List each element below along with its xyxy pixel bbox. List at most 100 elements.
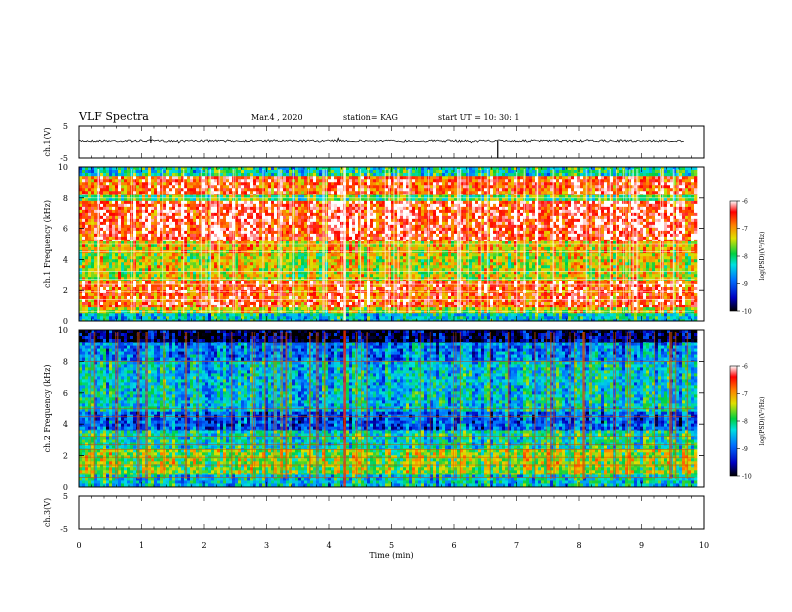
ch1-spectrogram-cell (685, 224, 689, 229)
ch1-spectrogram-cell (412, 173, 416, 177)
ch1-spectrogram-cell (424, 173, 428, 177)
ch1-spectrogram-cell (256, 194, 260, 196)
ch1-spectrogram-cell (607, 170, 611, 174)
ch1-spectrogram-cell (91, 170, 95, 174)
ch1-spectrogram-cell (229, 218, 233, 223)
ch1-spectrogram-cell (442, 212, 446, 217)
ch1-spectrogram-cell (541, 200, 545, 205)
ch1-spectrogram-cell (271, 194, 275, 199)
ch1-spectrogram-cell (355, 194, 359, 196)
ch1-spectrogram-cell (391, 191, 395, 195)
ch1-spectrogram-cell (187, 197, 191, 202)
ch1-spectrogram-cell (577, 194, 581, 196)
ch1-spectrogram-cell (145, 179, 149, 183)
ch1-spectrogram-cell (475, 197, 479, 202)
ch1-spectrogram-cell (400, 194, 404, 196)
ch1-spectrogram-cell (676, 176, 680, 180)
ch1-spectrogram-cell (652, 176, 656, 180)
ch1-spectrogram-cell (196, 185, 200, 189)
ch1-spectrogram-cell (265, 203, 269, 208)
ch1-spectrogram-cell (526, 179, 530, 183)
ch1-spectrogram-cell (247, 194, 251, 196)
ch1-spectrogram-cell (667, 212, 671, 217)
ch1-spectrogram-cell (487, 188, 491, 192)
ch1-spectrogram-cell (553, 167, 557, 171)
ch1-spectrogram-cell (460, 212, 464, 217)
ch1-spectrogram-cell (535, 167, 539, 171)
ch1-spectrogram-cell (403, 194, 407, 199)
ch1-spectrogram-cell (514, 185, 518, 189)
ch1-spectrogram-cell (139, 215, 143, 220)
ch1-spectrogram-cell (223, 224, 227, 229)
ch1-spectrogram-cell (586, 194, 590, 196)
ch1-spectrogram-cell (136, 179, 140, 183)
ch1-spectrogram-cell (679, 191, 683, 195)
ch1-spectrogram-cell (154, 200, 158, 205)
ch1-spectrogram-cell (475, 173, 479, 177)
ch1-spectrogram-cell (175, 218, 179, 223)
ch1-spectrogram-cell (358, 170, 362, 174)
ch1-spectrogram-cell (103, 197, 107, 202)
ch1-spectrogram-cell (289, 191, 293, 195)
ch1-spectrogram-cell (562, 170, 566, 174)
ch1-spectrogram-cell (313, 200, 317, 205)
ch1-spectrogram-cell (106, 185, 110, 189)
ch1-spectrogram-cell (571, 179, 575, 183)
ch1-spectrogram-cell (592, 170, 596, 174)
ch1-spectrogram-cell (529, 200, 533, 205)
ch1-spectrogram-cell (385, 209, 389, 214)
ch1-spectrogram-cell (442, 173, 446, 177)
ch1-spectrogram-cell (442, 197, 446, 202)
ch1-spectrogram-cell (145, 176, 149, 180)
ch1-spectrogram-cell (682, 194, 686, 196)
ch1-spectrogram-cell (655, 185, 659, 189)
ch1-spectrogram-cell (226, 182, 230, 186)
ch1-spectrogram-cell (571, 194, 575, 196)
ch1-spectrogram-cell (673, 221, 677, 226)
ch1-spectrogram-cell (202, 194, 206, 196)
ch1-spectrogram-cell (529, 221, 533, 226)
ch1-spectrogram-cell (691, 194, 695, 196)
ch1-spectrogram-cell (373, 176, 377, 180)
ch1-spectrogram-cell (121, 197, 125, 202)
ch1-spectrogram-cell (229, 182, 233, 186)
ch1-spectrogram-cell (652, 194, 656, 196)
ch1-spectrogram-cell (514, 182, 518, 186)
ch1-spectrogram-cell (283, 203, 287, 208)
ch1-spectrogram-cell (547, 209, 551, 214)
ch1-spectrogram-cell (655, 218, 659, 223)
ch1-spectrogram-cell (175, 182, 179, 186)
ch1-spectrogram-cell (439, 221, 443, 226)
ch1-spectrogram-cell (448, 185, 452, 189)
ch1-spectrogram-cell (88, 188, 92, 192)
ch1-spectrogram-cell (394, 218, 398, 223)
ch1-spectrogram-cell (508, 224, 512, 229)
ch1-spectrogram-cell (256, 191, 260, 195)
ch1-spectrogram-cell (205, 167, 209, 171)
ch1-spectrogram-cell (619, 194, 623, 199)
ch1-spectrogram-cell (454, 188, 458, 192)
ch1-spectrogram-cell (346, 224, 350, 229)
ch1-spectrogram-cell (187, 194, 191, 196)
ch1-spectrogram-cell (490, 218, 494, 223)
ch1-spectrogram-cell (79, 218, 83, 223)
ch1-spectrogram-cell (499, 173, 503, 177)
ch1-spectrogram-cell (466, 218, 470, 223)
ch1-spectrogram-cell (505, 179, 509, 183)
ch1-spectrogram-cell (496, 191, 500, 195)
ch1-spectrogram-cell (190, 194, 194, 196)
ch1-spectrogram-cell (415, 191, 419, 195)
ch1-spectrogram-cell (283, 185, 287, 189)
ch1-spectrogram-cell (676, 197, 680, 202)
ch1-spectrogram-cell (646, 173, 650, 177)
ch1-spectrogram-cell (376, 203, 380, 208)
ch1-spectrogram-cell (424, 167, 428, 171)
ch1-spectrogram-cell (88, 167, 92, 171)
ch1-spectrogram-cell (268, 194, 272, 196)
ch1-spectrogram-cell (349, 173, 353, 177)
ch1-spectrogram-cell (127, 224, 131, 229)
ch1-spectrogram-cell (181, 170, 185, 174)
ch1-spectrogram-cell (439, 176, 443, 180)
ch1-spectrogram-cell (262, 194, 266, 199)
ch1-spectrogram-cell (649, 206, 653, 211)
